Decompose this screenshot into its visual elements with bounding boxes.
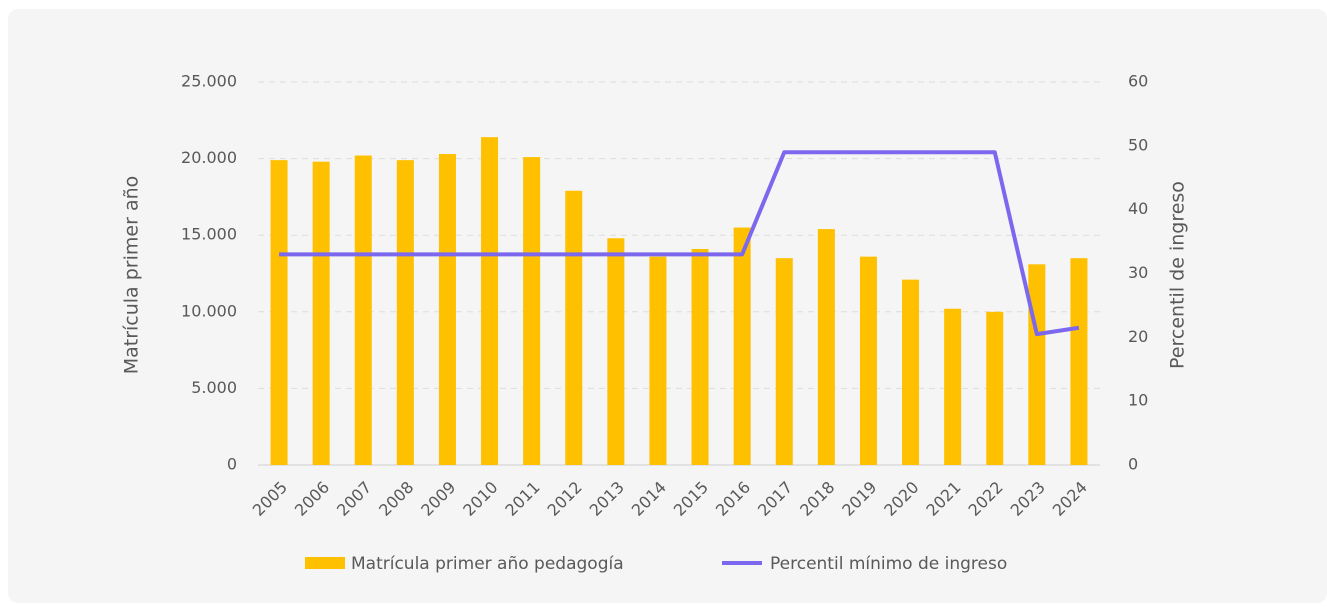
line xyxy=(279,150,1080,337)
y2-tick-label: 40 xyxy=(1128,199,1148,218)
y2-tick-label: 30 xyxy=(1128,263,1148,282)
legend-label: Percentil mínimo de ingreso xyxy=(770,554,1007,574)
y-tick-label: 20.000 xyxy=(181,148,237,167)
bar xyxy=(775,258,793,465)
bar xyxy=(944,308,962,465)
y2-tick-label: 60 xyxy=(1128,72,1148,91)
bar xyxy=(438,154,456,465)
bar xyxy=(902,279,920,465)
y2-tick-label: 10 xyxy=(1128,391,1148,410)
y-tick-label: 0 xyxy=(227,455,237,474)
bar xyxy=(691,248,709,465)
bar xyxy=(312,161,330,465)
bar xyxy=(1070,258,1088,465)
bar xyxy=(396,160,414,465)
y2-axis-label: Percentil de ingreso xyxy=(1167,181,1189,369)
bar xyxy=(649,256,667,465)
bar xyxy=(523,157,541,465)
bar xyxy=(481,137,499,466)
y-tick-label: 15.000 xyxy=(181,225,237,244)
y2-tick-label: 50 xyxy=(1128,135,1148,154)
bar xyxy=(354,155,372,465)
bar xyxy=(859,256,877,465)
y-tick-label: 25.000 xyxy=(181,72,237,91)
bar xyxy=(1028,264,1046,465)
legend-swatch xyxy=(305,557,345,569)
y-axis-label: Matrícula primer año xyxy=(121,176,143,375)
y2-tick-label: 20 xyxy=(1128,327,1148,346)
y2-tick-label: 0 xyxy=(1128,455,1138,474)
legend-label: Matrícula primer año pedagogía xyxy=(351,554,624,574)
bar xyxy=(565,190,583,465)
bar xyxy=(986,311,1004,465)
bar xyxy=(270,160,288,465)
y-tick-label: 10.000 xyxy=(181,301,237,320)
bar xyxy=(817,229,835,465)
bar xyxy=(733,227,751,465)
bar xyxy=(607,238,625,465)
y-tick-label: 5.000 xyxy=(191,378,237,397)
